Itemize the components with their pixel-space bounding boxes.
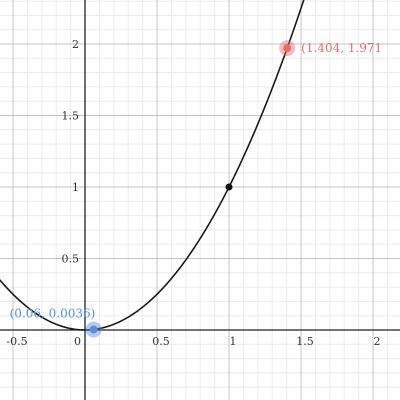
fixed-point — [225, 183, 233, 191]
x-tick-label: -0.5 — [6, 335, 27, 348]
curve-layer — [0, 0, 305, 331]
point-labels: (0.06, 0.0036) (1.404, 1.971 — [10, 41, 383, 320]
x-tick-label: 1 — [230, 335, 237, 348]
tick-labels: -0.5 0 0.5 1 1.5 2 0.5 1 1.5 2 — [6, 38, 380, 348]
parabola-curve — [0, 0, 305, 331]
x-tick-label: 2 — [374, 335, 381, 348]
movable-point[interactable] — [89, 325, 98, 334]
x-tick-label: 0 — [74, 335, 81, 348]
y-tick-label: 1 — [72, 181, 79, 194]
y-tick-label: 1.5 — [62, 110, 80, 123]
x-tick-label: 0.5 — [152, 335, 170, 348]
y-tick-label: 2 — [72, 38, 79, 51]
x-tick-label: 1.5 — [296, 335, 314, 348]
coordinate-label: (0.06, 0.0036) — [10, 306, 96, 320]
point-layer — [85, 40, 296, 338]
y-tick-label: 0.5 — [62, 253, 80, 266]
movable-point[interactable] — [283, 44, 292, 53]
coordinate-label: (1.404, 1.971 — [301, 41, 382, 55]
